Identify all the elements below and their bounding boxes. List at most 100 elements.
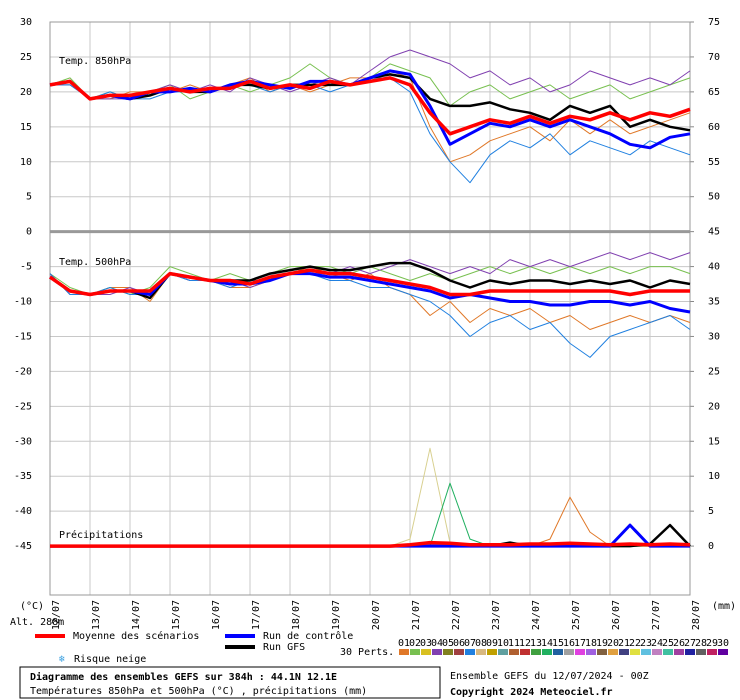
series-line <box>49 76 691 136</box>
perturbation-label: 05 <box>442 638 454 649</box>
y2-tick-label: 20 <box>708 401 720 412</box>
y-unit: (°C) <box>20 601 44 612</box>
perturbation-label: 07 <box>464 638 476 649</box>
y-tick-label: 20 <box>20 87 32 98</box>
perturbation-label: 14 <box>541 638 553 649</box>
series-line <box>50 540 691 548</box>
perturbation-swatch <box>608 649 618 655</box>
perturbation-label: 15 <box>552 638 564 649</box>
y2-tick-label: 40 <box>708 262 720 273</box>
perturbation-label: 27 <box>684 638 696 649</box>
panel-label: Temp. 850hPa <box>59 56 131 67</box>
copyright: Copyright 2024 Meteociel.fr <box>450 686 613 698</box>
perturbation-label: 20 <box>607 638 619 649</box>
perturbation-swatch <box>432 649 442 655</box>
y-tick-label: -40 <box>14 506 32 517</box>
perturbation-label: 13 <box>530 638 542 649</box>
perturbation-label: 25 <box>662 638 674 649</box>
perturbation-swatch <box>575 649 585 655</box>
perturbation-swatch <box>718 649 728 655</box>
perturbation-swatch <box>685 649 695 655</box>
y-tick-label: -30 <box>14 436 32 447</box>
y2-tick-label: 75 <box>708 17 720 28</box>
perturbation-label: 08 <box>475 638 487 649</box>
perturbation-label: 16 <box>563 638 575 649</box>
perturbation-swatch <box>652 649 662 655</box>
y-tick-label: -20 <box>14 366 32 377</box>
y2-tick-label: 0 <box>708 541 714 552</box>
perturbation-swatch <box>619 649 629 655</box>
plot-frame <box>49 21 691 596</box>
snow-label: Risque neige <box>74 654 146 665</box>
y2-tick-label: 35 <box>708 297 720 308</box>
series-line <box>49 268 690 297</box>
y2-tick-label: 25 <box>708 366 720 377</box>
perturbation-swatch <box>641 649 651 655</box>
perturbation-label: 09 <box>486 638 498 649</box>
x-tick-label: 13/07 <box>91 600 102 630</box>
x-tick-label: 19/07 <box>331 600 342 630</box>
x-tick-label: 28/07 <box>691 600 702 630</box>
legend-label: Moyenne des scénarios <box>73 630 199 642</box>
perts-label: 30 Perts. <box>340 647 394 658</box>
y2-tick-label: 30 <box>708 331 720 342</box>
legend-label: Run de contrôle <box>263 630 353 642</box>
x-tick-label: 18/07 <box>291 600 302 630</box>
x-tick-label: 26/07 <box>611 600 622 630</box>
y-tick-label: -35 <box>14 471 32 482</box>
snow-icon: ❄ <box>59 654 66 665</box>
panel-label: Temp. 500hPa <box>59 257 131 268</box>
chart-subtitle: Températures 850hPa et 500hPa (°C) , pré… <box>30 685 367 697</box>
perturbation-label: 18 <box>585 638 597 649</box>
y2-tick-label: 65 <box>708 87 720 98</box>
perturbation-label: 23 <box>640 638 652 649</box>
series-line <box>49 261 691 300</box>
y-tick-label: -25 <box>14 401 32 412</box>
perturbation-swatch <box>509 649 519 655</box>
perturbation-swatch <box>553 649 563 655</box>
x-tick-label: 24/07 <box>531 600 542 630</box>
y2-unit: (mm) <box>712 601 736 612</box>
perturbation-label: 22 <box>629 638 641 649</box>
chart-title: Diagramme des ensembles GEFS sur 384h : … <box>30 671 337 683</box>
panel-label: Précipitations <box>59 529 143 541</box>
y2-tick-label: 70 <box>708 52 720 63</box>
perturbation-label: 28 <box>695 638 707 649</box>
x-tick-label: 21/07 <box>411 600 422 630</box>
y-tick-label: 25 <box>20 52 32 63</box>
run-label: Ensemble GEFS du 12/07/2024 - 00Z <box>450 671 649 682</box>
y2-tick-label: 15 <box>708 436 720 447</box>
perturbation-swatch <box>465 649 475 655</box>
y-tick-label: -10 <box>14 297 32 308</box>
y2-tick-label: 5 <box>708 506 714 517</box>
x-tick-label: 15/07 <box>171 600 182 630</box>
perturbation-label: 11 <box>508 638 520 649</box>
x-tick-label: 17/07 <box>251 600 262 630</box>
y-tick-label: 10 <box>20 157 32 168</box>
perturbation-label: 24 <box>651 638 663 649</box>
perturbation-label: 21 <box>618 638 630 649</box>
perturbation-label: 03 <box>420 638 432 649</box>
perturbation-swatch <box>531 649 541 655</box>
perturbation-swatch <box>707 649 717 655</box>
x-tick-label: 16/07 <box>211 600 222 630</box>
perturbation-swatch <box>410 649 420 655</box>
legend-label: Run GFS <box>263 642 305 653</box>
perturbation-swatch <box>443 649 453 655</box>
perturbation-swatch <box>696 649 706 655</box>
y-tick-label: -15 <box>14 331 32 342</box>
y2-tick-label: 10 <box>708 471 720 482</box>
perturbation-swatch <box>542 649 552 655</box>
perturbation-swatch <box>454 649 464 655</box>
x-tick-label: 27/07 <box>651 600 662 630</box>
perturbation-label: 06 <box>453 638 465 649</box>
perturbation-swatch <box>520 649 530 655</box>
y2-tick-label: 55 <box>708 157 720 168</box>
perturbation-label: 26 <box>673 638 685 649</box>
y-tick-label: 0 <box>26 227 32 238</box>
y-tick-label: 30 <box>20 17 32 28</box>
y-tick-label: 5 <box>26 192 32 203</box>
perturbation-label: 17 <box>574 638 586 649</box>
perturbation-label: 02 <box>409 638 421 649</box>
